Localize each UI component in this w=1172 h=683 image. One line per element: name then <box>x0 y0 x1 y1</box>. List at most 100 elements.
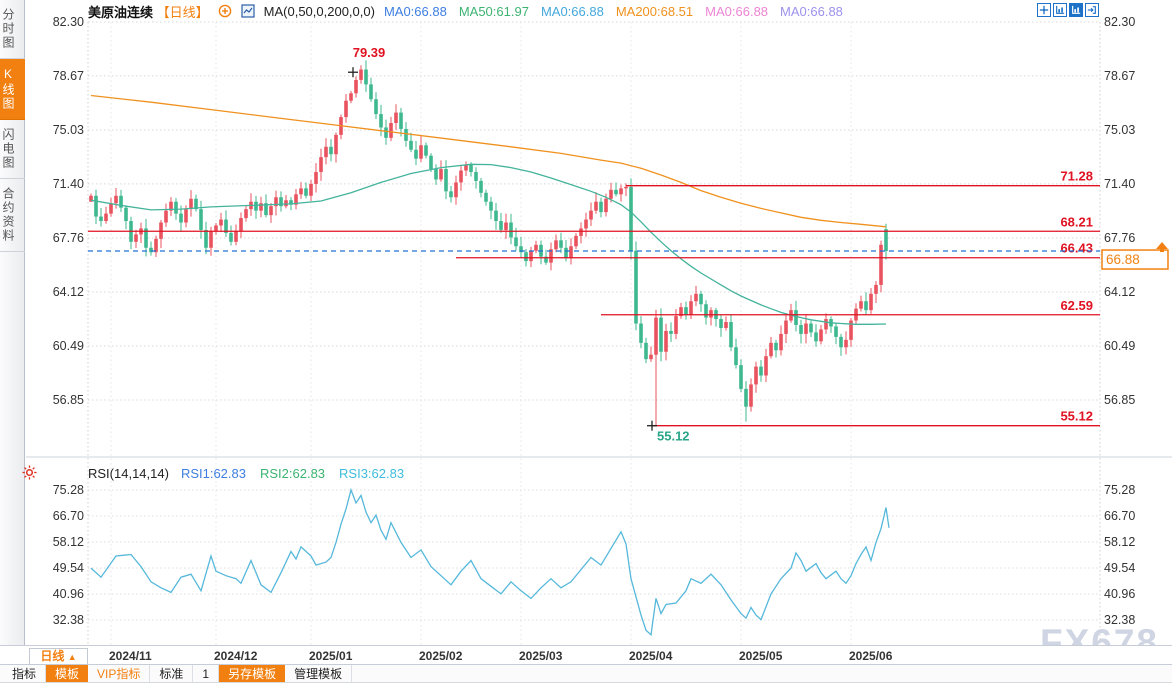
svg-text:78.67: 78.67 <box>1104 69 1135 83</box>
sidebar-tab-3[interactable]: 合约资料 <box>0 179 25 252</box>
svg-text:56.85: 56.85 <box>1104 393 1135 407</box>
ma200-line <box>90 94 887 228</box>
svg-text:78.67: 78.67 <box>53 69 84 83</box>
svg-text:82.30: 82.30 <box>1104 15 1135 29</box>
svg-text:60.49: 60.49 <box>53 339 84 353</box>
ma-value-2: MA0:66.88 <box>540 3 604 19</box>
month-gridlines <box>110 22 852 645</box>
svg-text:58.12: 58.12 <box>1104 535 1135 549</box>
svg-text:55.12: 55.12 <box>657 429 690 444</box>
svg-text:66.70: 66.70 <box>53 509 84 523</box>
svg-text:40.96: 40.96 <box>1104 587 1135 601</box>
svg-text:67.76: 67.76 <box>53 231 84 245</box>
rsi-values-legend: RSI1:62.83 RSI2:62.83 RSI3:62.83 <box>181 466 404 481</box>
svg-text:66.70: 66.70 <box>1104 509 1135 523</box>
cursor-cross-1 <box>647 420 657 431</box>
jump-to-latest-arrow[interactable] <box>1156 242 1168 253</box>
price-gridlines: 82.30 82.30 78.67 78.67 75.03 75.03 71.40 71.40… <box>53 15 1136 407</box>
main-chart-header: 美原油连续 【日线】 MA(0,50,0,200,0,0) MA0:66.88 M… <box>88 3 843 20</box>
svg-text:71.28: 71.28 <box>1060 169 1093 184</box>
rsi-value-0: RSI1:62.83 <box>180 466 246 481</box>
symbol-name: 美原油连续 <box>88 4 154 20</box>
svg-text:75.03: 75.03 <box>53 123 84 137</box>
current-price-box: 66.88 <box>1101 249 1169 270</box>
level-line-66.43[interactable]: 66.43 <box>456 241 1100 259</box>
svg-text:71.40: 71.40 <box>53 177 84 191</box>
period-selector-button[interactable]: 日线 ▲ <box>29 648 88 665</box>
rsi-pane-header: RSI(14,14,14) RSI1:62.83 RSI2:62.83 RSI3:6… <box>88 466 404 481</box>
triangle-up-icon: ▲ <box>67 652 77 662</box>
x-axis-label-1: 2024/12 <box>214 649 258 663</box>
ma50-line <box>90 163 887 325</box>
bottom-tab-5[interactable]: 另存模板 <box>219 665 286 682</box>
ma-formula: MA(0,50,0,200,0,0) <box>263 3 375 19</box>
svg-text:64.12: 64.12 <box>1104 285 1135 299</box>
svg-text:62.59: 62.59 <box>1060 298 1093 313</box>
svg-text:75.28: 75.28 <box>1104 483 1135 497</box>
ma-value-3: MA200:68.51 <box>615 3 694 19</box>
chart-type-sidebar: 分时图 K线图 闪电图 合约资料 <box>0 0 25 645</box>
svg-text:75.03: 75.03 <box>1104 123 1135 137</box>
pan-crosshair-icon[interactable] <box>1037 3 1051 17</box>
exit-chart-icon[interactable] <box>1085 3 1099 17</box>
x-axis-label-4: 2025/03 <box>519 649 563 663</box>
rsi-value-1: RSI2:62.83 <box>259 466 326 481</box>
sidebar-tab-2[interactable]: 闪电图 <box>0 120 25 179</box>
rsi-value-2: RSI3:62.83 <box>339 466 405 481</box>
svg-text:82.30: 82.30 <box>53 15 84 29</box>
svg-text:71.40: 71.40 <box>1104 177 1135 191</box>
cursor-cross-0 <box>348 67 358 78</box>
level-line-55.12[interactable]: 55.12 <box>651 409 1100 427</box>
period-tag: 【日线】 <box>156 4 209 20</box>
x-axis-label-0: 2024/11 <box>109 649 152 663</box>
svg-text:75.28: 75.28 <box>53 483 84 497</box>
ma-value-4: MA0:66.88 <box>705 3 769 19</box>
ma-values-legend: MA0:66.88 MA50:61.97 MA0:66.88 MA200:68.51 M… <box>384 4 843 19</box>
level-line-71.28[interactable]: 71.28 <box>626 169 1100 187</box>
candles-series <box>89 60 888 426</box>
svg-text:40.96: 40.96 <box>53 587 84 601</box>
level-line-62.59[interactable]: 62.59 <box>601 298 1100 316</box>
bottom-tab-3[interactable]: 标准 <box>150 665 194 682</box>
svg-text:64.12: 64.12 <box>53 285 84 299</box>
x-axis-label-5: 2025/04 <box>629 649 673 663</box>
svg-text:66.88: 66.88 <box>1106 252 1140 267</box>
bottom-tab-0[interactable]: 指标 <box>3 665 47 682</box>
period-selector-label: 日线 <box>40 649 65 663</box>
plus-circle-icon[interactable] <box>218 4 232 18</box>
rsi-formula: RSI(14,14,14) <box>88 466 169 481</box>
ma-value-0: MA0:66.88 <box>383 3 447 19</box>
level-line-68.21[interactable]: 68.21 <box>88 214 1100 232</box>
x-axis-label-3: 2025/02 <box>419 649 463 663</box>
bottom-tab-2[interactable]: VIP指标 <box>88 665 151 682</box>
rsi-line <box>90 487 890 637</box>
svg-text:56.85: 56.85 <box>53 393 84 407</box>
svg-text:32.38: 32.38 <box>53 613 84 627</box>
svg-text:68.21: 68.21 <box>1060 214 1093 229</box>
svg-text:58.12: 58.12 <box>53 535 84 549</box>
bottom-tab-6[interactable]: 管理模板 <box>285 665 353 682</box>
svg-text:32.38: 32.38 <box>1104 613 1135 627</box>
svg-text:55.12: 55.12 <box>1060 409 1093 424</box>
zoom-x-axis-icon[interactable] <box>1053 3 1067 17</box>
bottom-tab-4[interactable]: 1 <box>193 665 220 682</box>
bottom-tab-1[interactable]: 模板 <box>46 665 89 682</box>
ma-value-1: MA50:61.97 <box>458 3 529 19</box>
x-axis-label-2: 2025/01 <box>309 649 353 663</box>
x-axis-strip: 日线 ▲ 2024/11 2024/12 2025/01 2025/02 2025/03… <box>0 645 1172 665</box>
svg-text:49.54: 49.54 <box>53 561 84 575</box>
sidebar-tab-1[interactable]: K线图 <box>0 59 25 120</box>
indicator-settings-sun-icon[interactable] <box>22 465 37 480</box>
x-axis-label-7: 2025/06 <box>849 649 893 663</box>
sidebar-tab-0[interactable]: 分时图 <box>0 0 25 59</box>
svg-text:79.39: 79.39 <box>353 45 386 60</box>
svg-text:60.49: 60.49 <box>1104 339 1135 353</box>
rsi-gridlines: 75.28 75.28 66.70 66.70 58.12 58.12 49.54 49.54… <box>53 483 1136 627</box>
chart-tool-icons <box>1037 3 1099 17</box>
bottom-toolbar: 指标 模板 VIP指标 标准 1 另存模板 管理模板 <box>0 665 1172 683</box>
zoom-y-axis-active-icon[interactable] <box>1069 3 1083 17</box>
svg-text:66.43: 66.43 <box>1060 241 1093 256</box>
chart-window-icon[interactable] <box>241 4 255 18</box>
